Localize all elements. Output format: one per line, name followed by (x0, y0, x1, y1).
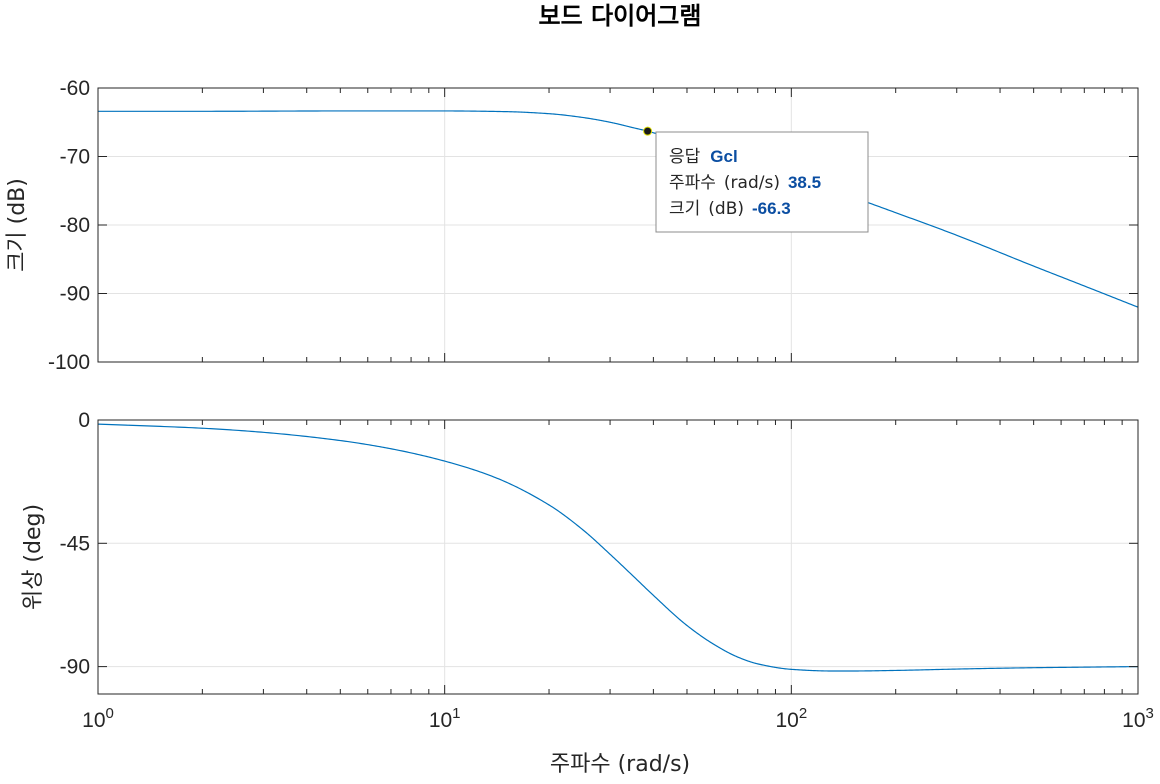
magnitude-ytick-label: -90 (60, 283, 90, 306)
phase-ylabel: 위상 (deg) (21, 504, 46, 610)
magnitude-ticks: -60 -70 -80 -90 -100 (48, 77, 1138, 374)
datatip-frequency-label: 주파수 (669, 173, 716, 193)
phase-axes-box (97, 419, 1139, 695)
datatip-box (655, 131, 869, 233)
frequency-xtick-label: 100 (82, 705, 114, 732)
magnitude-ytick-label: -80 (60, 214, 90, 237)
datatip-magnitude-value: -66.3 (752, 199, 791, 218)
datatip-magnitude-unit: (dB) (708, 199, 744, 219)
phase-plot-area[interactable] (98, 420, 1138, 694)
phase-ytick-label: 0 (78, 409, 90, 432)
datatip[interactable]: 응답 Gcl 주파수 (rad/s) 38.5 크기 (dB) -66.3 (655, 131, 869, 233)
magnitude-ytick-label: -100 (48, 351, 90, 374)
datatip-response-label: 응답 (669, 147, 701, 167)
datatip-frequency-value: 38.5 (788, 173, 821, 192)
phase-ticks: 0 -45 -90 100 101 102 103 (60, 409, 1154, 732)
datatip-magnitude-row: 크기 (dB) -66.3 (669, 199, 791, 219)
frequency-xtick-label: 101 (429, 705, 461, 732)
datatip-magnitude-label: 크기 (669, 199, 700, 219)
phase-ytick-label: -90 (60, 656, 90, 679)
figure-title: 보드 다이어그램 (539, 2, 702, 30)
phase-curves (97, 423, 1139, 672)
magnitude-panel: -60 -70 -80 -90 -100 크기 (dB) (5, 77, 1139, 374)
frequency-xtick-label: 103 (1122, 705, 1154, 732)
frequency-xtick-label: 102 (775, 705, 807, 732)
phase-response-curve[interactable] (97, 423, 1139, 672)
datatip-response-value: Gcl (710, 147, 737, 166)
datatip-marker[interactable] (643, 126, 653, 136)
magnitude-ytick-label: -60 (60, 77, 90, 100)
phase-panel: 0 -45 -90 100 101 102 103 위상 (deg) 주파수 (rad/s) (21, 409, 1154, 777)
datatip-frequency-row: 주파수 (rad/s) 38.5 (669, 173, 821, 193)
frequency-xlabel: 주파수 (rad/s) (550, 752, 690, 777)
datatip-frequency-unit: (rad/s) (724, 173, 780, 193)
phase-grid (98, 420, 1138, 694)
magnitude-ylabel: 크기 (dB) (5, 178, 30, 272)
phase-ytick-label: -45 (60, 532, 90, 555)
magnitude-ytick-label: -70 (60, 146, 90, 169)
datatip-response-row: 응답 Gcl (669, 147, 738, 167)
datatip-marker-layer (643, 126, 653, 136)
